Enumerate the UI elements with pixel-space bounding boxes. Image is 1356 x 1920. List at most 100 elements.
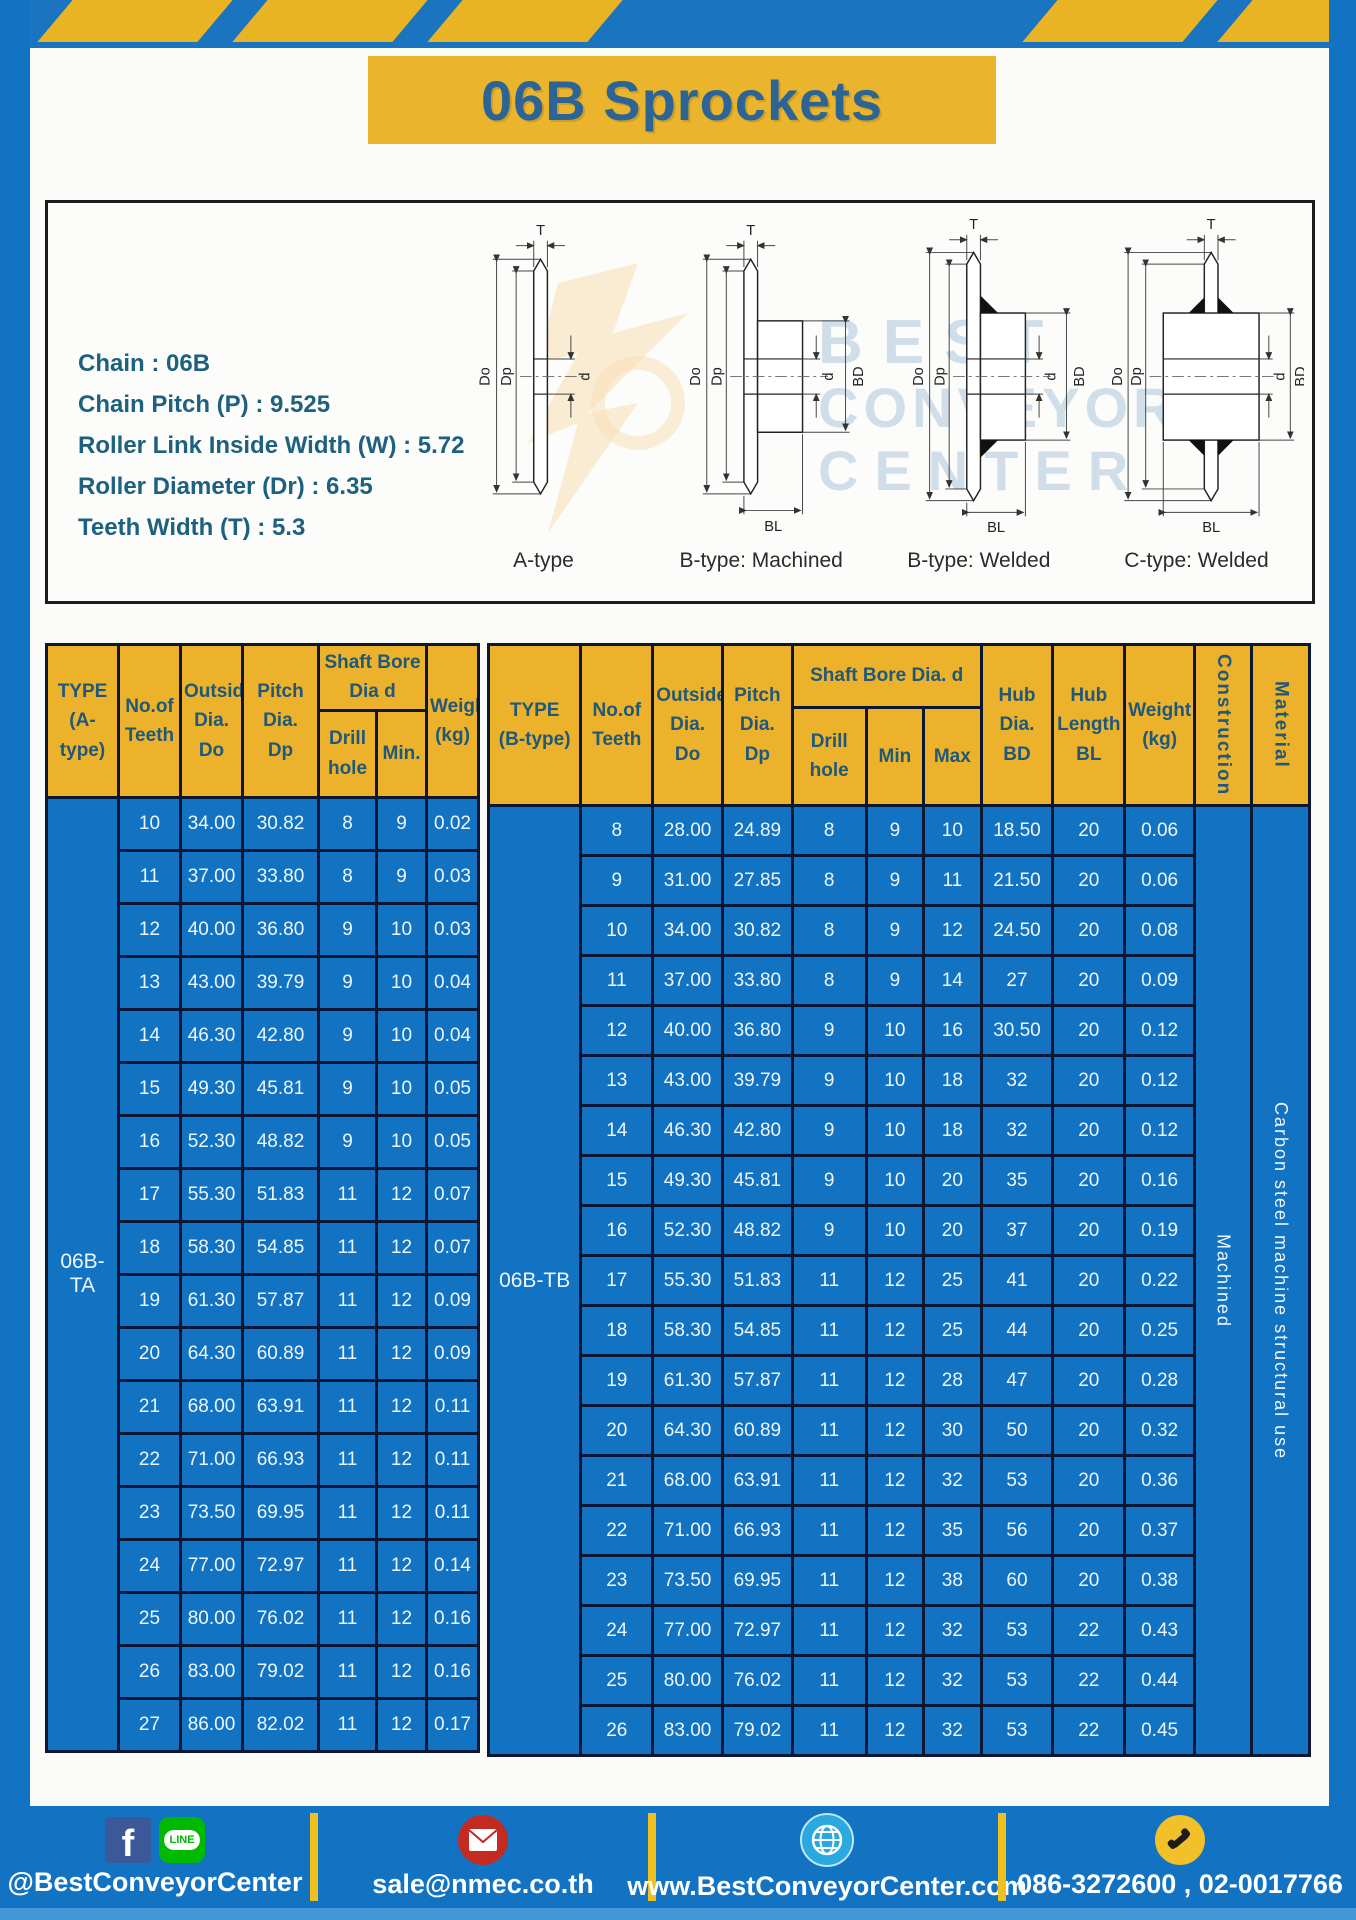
data-cell: 17 bbox=[117, 1166, 182, 1223]
data-cell: 45.81 bbox=[241, 1060, 320, 1117]
material-cell: Carbon steel machine structural use bbox=[1250, 804, 1311, 1758]
data-cell: 54.85 bbox=[241, 1219, 320, 1276]
title-banner: 06B Sprockets bbox=[368, 56, 996, 144]
data-cell: 11 bbox=[790, 1554, 868, 1608]
data-cell: 12 bbox=[864, 1654, 926, 1708]
table-row: 22 71.00 66.93 11 12 35 56 20 0.37 bbox=[489, 1504, 1310, 1558]
col-header-material: Material bbox=[1250, 642, 1311, 808]
data-cell: 32 bbox=[922, 1454, 983, 1508]
data-cell: 11 bbox=[317, 1378, 378, 1435]
data-cell: 42.80 bbox=[720, 1104, 794, 1158]
table-row: 23 73.50 69.95 11 12 0.11 bbox=[47, 1484, 480, 1541]
data-cell: 0.03 bbox=[425, 901, 480, 958]
data-cell: 32 bbox=[922, 1604, 983, 1658]
table-b-body: 06B-TB 8 28.00 24.89 8 9 10 18.50 20 0.06 Machined… bbox=[486, 804, 1311, 1758]
data-cell: 9 bbox=[317, 901, 378, 958]
data-cell: 11 bbox=[317, 1696, 378, 1753]
stripe-decoration bbox=[427, 0, 623, 42]
dim-label-bl: BL bbox=[764, 519, 782, 535]
col-header-drill-hole: Drill hole bbox=[317, 708, 378, 799]
data-cell: 72.97 bbox=[241, 1537, 320, 1594]
data-cell: 12 bbox=[864, 1704, 926, 1758]
data-cell: 9 bbox=[864, 854, 926, 908]
dim-label-t: T bbox=[1207, 217, 1216, 233]
table-row: 21 68.00 63.91 11 12 0.11 bbox=[47, 1378, 480, 1435]
sprocket-cross-section-c-welded: T Do Dp bbox=[1110, 217, 1304, 536]
data-cell: 68.00 bbox=[651, 1454, 724, 1508]
data-cell: 0.25 bbox=[1123, 1304, 1196, 1358]
data-cell: 30.50 bbox=[979, 1004, 1055, 1058]
data-cell: 8 bbox=[790, 804, 868, 858]
table-row: 14 46.30 42.80 9 10 18 32 20 0.12 bbox=[489, 1104, 1310, 1158]
data-cell: 24.89 bbox=[720, 804, 794, 858]
data-cell: 0.17 bbox=[425, 1696, 480, 1753]
data-cell: 20 bbox=[117, 1325, 182, 1382]
dim-label-d: d bbox=[1272, 372, 1288, 380]
data-cell: 0.45 bbox=[1123, 1704, 1196, 1758]
data-cell: 54.85 bbox=[720, 1304, 794, 1358]
data-cell: 18 bbox=[922, 1054, 983, 1108]
data-cell: 24 bbox=[579, 1604, 655, 1658]
data-cell: 12 bbox=[375, 1272, 428, 1329]
footer-divider bbox=[998, 1813, 1006, 1901]
data-cell: 48.82 bbox=[241, 1113, 320, 1170]
data-cell: 43.00 bbox=[651, 1054, 724, 1108]
col-header-pitch: Pitch Dia. Dp bbox=[720, 642, 794, 808]
data-cell: 0.11 bbox=[425, 1378, 480, 1435]
col-header-pitch: Pitch Dia. Dp bbox=[241, 643, 320, 799]
data-cell: 12 bbox=[864, 1554, 926, 1608]
table-row: 16 52.30 48.82 9 10 0.05 bbox=[47, 1113, 480, 1170]
data-cell: 9 bbox=[317, 954, 378, 1011]
data-cell: 0.12 bbox=[1123, 1104, 1196, 1158]
data-cell: 53 bbox=[979, 1654, 1055, 1708]
data-cell: 12 bbox=[375, 1484, 428, 1541]
data-cell: 83.00 bbox=[179, 1643, 244, 1700]
data-cell: 22 bbox=[1051, 1654, 1127, 1708]
data-cell: 9 bbox=[790, 1004, 868, 1058]
data-cell: 13 bbox=[579, 1054, 655, 1108]
diagram-c-type-welded: T Do Dp bbox=[1089, 211, 1304, 596]
data-cell: 0.07 bbox=[425, 1219, 480, 1276]
line-icon: LINE bbox=[159, 1816, 205, 1863]
data-cell: 60.89 bbox=[720, 1404, 794, 1458]
dim-label-bl: BL bbox=[987, 520, 1005, 536]
data-cell: 21.50 bbox=[979, 854, 1055, 908]
data-cell: 12 bbox=[864, 1304, 926, 1358]
data-cell: 63.91 bbox=[720, 1454, 794, 1508]
data-cell: 79.02 bbox=[720, 1704, 794, 1758]
table-row: 9 31.00 27.85 8 9 11 21.50 20 0.06 bbox=[489, 854, 1310, 908]
footer-divider bbox=[310, 1813, 318, 1901]
diagram-caption: C-type: Welded bbox=[1124, 549, 1269, 572]
col-header-hub-dia: Hub Dia. BD bbox=[979, 642, 1055, 808]
data-cell: 10 bbox=[864, 1054, 926, 1108]
data-cell: 11 bbox=[317, 1272, 378, 1329]
data-cell: 45.81 bbox=[720, 1154, 794, 1208]
data-cell: 50 bbox=[979, 1404, 1055, 1458]
col-header-hub-length: Hub Length BL bbox=[1051, 642, 1127, 808]
data-cell: 27.85 bbox=[720, 854, 794, 908]
dim-label-dp: Dp bbox=[933, 367, 949, 386]
dim-label-do: Do bbox=[1110, 367, 1126, 386]
data-cell: 15 bbox=[117, 1060, 182, 1117]
sprocket-table-b-type: TYPE (B-type) No.of Teeth Outside Dia. D… bbox=[486, 642, 1311, 1758]
data-cell: 12 bbox=[864, 1504, 926, 1558]
dim-label-dp: Dp bbox=[709, 367, 725, 386]
data-cell: 49.30 bbox=[179, 1060, 244, 1117]
table-a-body: 06B-TA 10 34.00 30.82 8 9 0.02 11 37.00 33.80 8 9 0.… bbox=[45, 795, 480, 1753]
data-cell: 13 bbox=[117, 954, 182, 1011]
data-cell: 61.30 bbox=[179, 1272, 244, 1329]
table-row: 13 43.00 39.79 9 10 18 32 20 0.12 bbox=[489, 1054, 1310, 1108]
table-row: 14 46.30 42.80 9 10 0.04 bbox=[47, 1007, 480, 1064]
data-cell: 9 bbox=[790, 1204, 868, 1258]
data-cell: 22 bbox=[579, 1504, 655, 1558]
data-cell: 32 bbox=[922, 1704, 983, 1758]
data-cell: 0.09 bbox=[425, 1272, 480, 1329]
data-cell: 11 bbox=[790, 1254, 868, 1308]
data-cell: 10 bbox=[375, 1007, 428, 1064]
data-cell: 9 bbox=[317, 1113, 378, 1170]
data-cell: 12 bbox=[864, 1254, 926, 1308]
data-cell: 38 bbox=[922, 1554, 983, 1608]
data-cell: 40.00 bbox=[651, 1004, 724, 1058]
data-cell: 39.79 bbox=[720, 1054, 794, 1108]
data-cell: 76.02 bbox=[720, 1654, 794, 1708]
